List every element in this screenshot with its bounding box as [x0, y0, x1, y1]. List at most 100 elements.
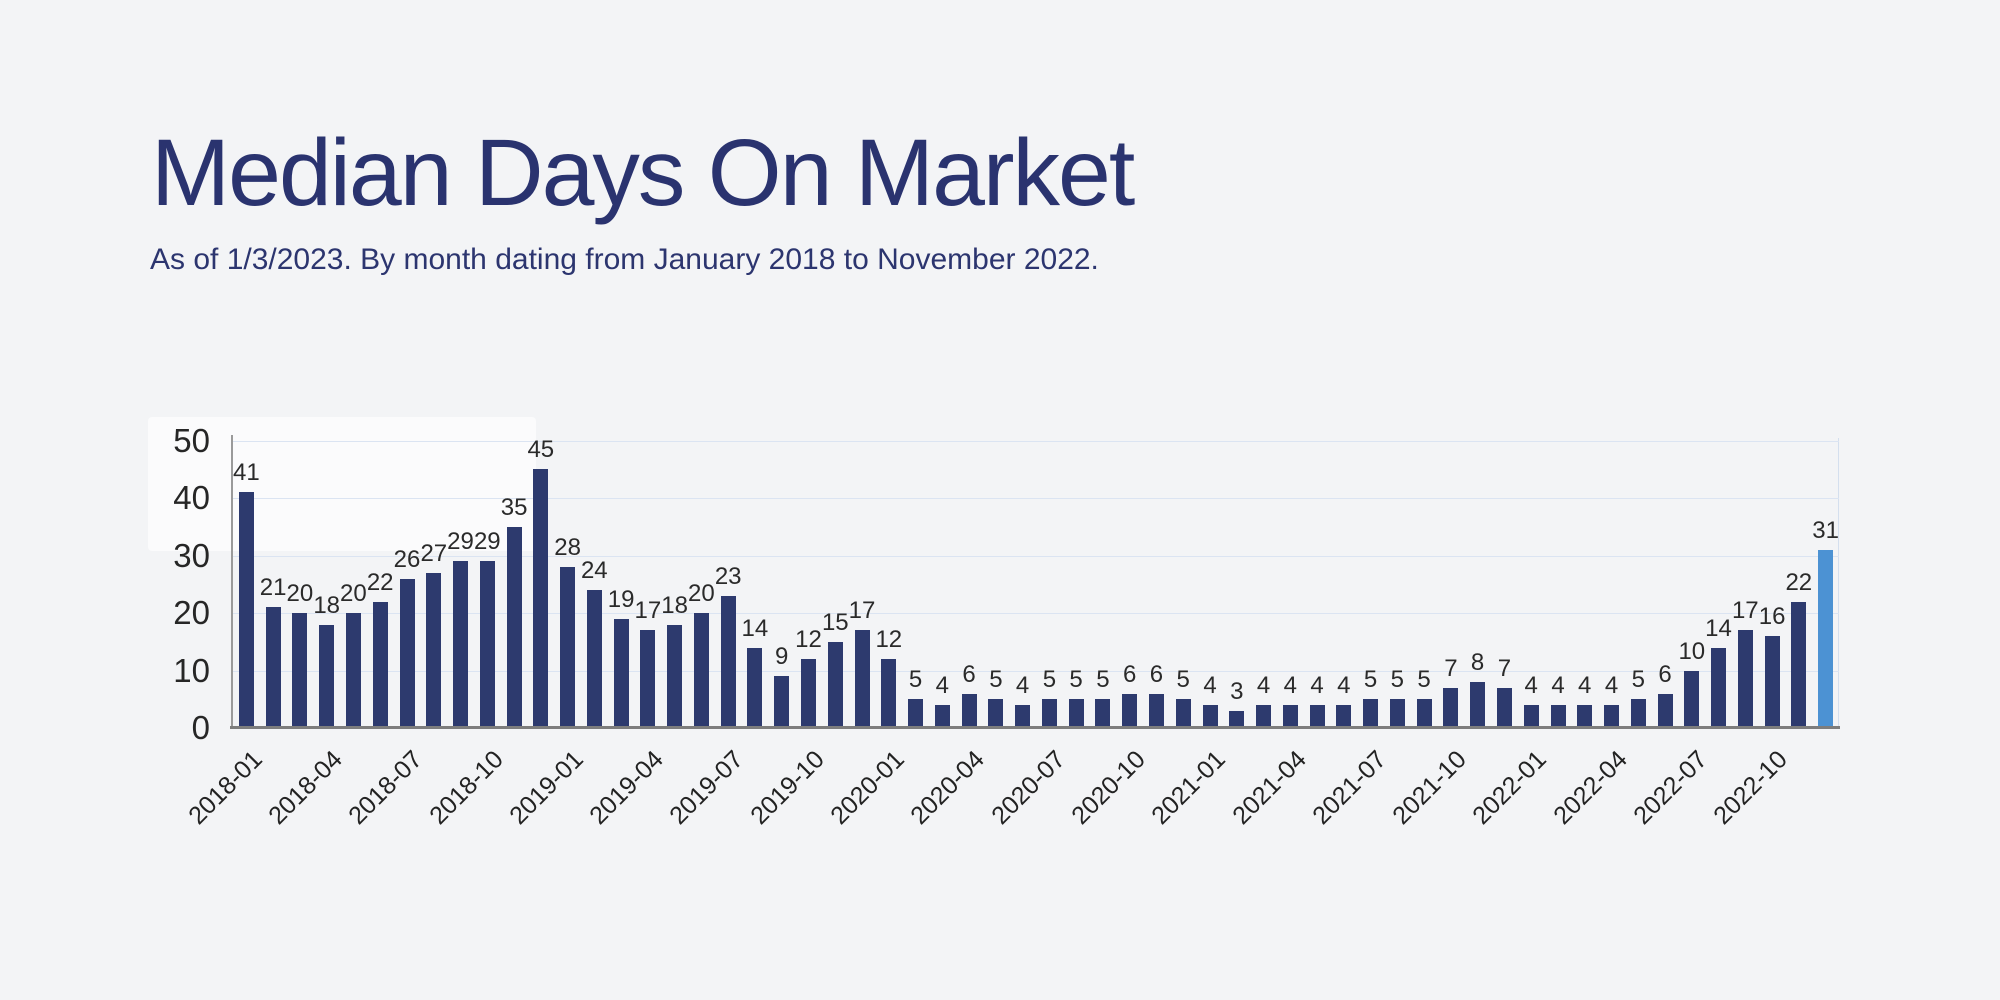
y-axis-line — [231, 435, 233, 728]
bar-value-label: 24 — [580, 557, 608, 584]
bar — [533, 469, 549, 728]
x-tick-label: 2020-01 — [825, 745, 910, 830]
bar-value-label: 5 — [1363, 666, 1378, 694]
bar — [640, 630, 656, 728]
plot-right-border — [1838, 438, 1839, 728]
x-tick-label: 2020-10 — [1066, 745, 1151, 830]
x-tick-label: 2020-04 — [905, 745, 991, 830]
bar-value-label: 4 — [1524, 672, 1538, 699]
bar-value-label: 6 — [962, 660, 976, 688]
bar-value-label: 27 — [420, 539, 448, 567]
bar-value-label: 31 — [1812, 516, 1839, 544]
bar-value-label: 16 — [1758, 603, 1786, 630]
bar-value-label: 4 — [935, 672, 949, 699]
chart-subtitle: As of 1/3/2023. By month dating from Jan… — [150, 243, 1099, 276]
bar-value-label: 15 — [821, 608, 849, 636]
bar-value-label: 6 — [1658, 660, 1672, 688]
y-tick-label: 20 — [173, 594, 210, 631]
bar — [934, 705, 950, 728]
bar — [1229, 710, 1245, 728]
x-tick-label: 2021-01 — [1146, 745, 1232, 830]
bar — [1068, 699, 1084, 728]
bar — [1577, 705, 1593, 728]
bar — [479, 561, 495, 728]
bar-value-label: 14 — [1705, 614, 1732, 642]
bar-value-label: 20 — [286, 580, 314, 607]
x-tick-label: 2021-10 — [1387, 745, 1472, 830]
bar — [1202, 705, 1218, 728]
bar-value-label: 22 — [1785, 568, 1813, 596]
x-tick-label: 2022-01 — [1467, 745, 1553, 830]
bar — [1416, 699, 1432, 728]
bar-value-label: 5 — [989, 666, 1003, 694]
bar-value-label: 5 — [908, 666, 923, 694]
bar — [667, 624, 683, 728]
bar-value-label: 5 — [1096, 666, 1110, 694]
bar-value-label: 6 — [1149, 660, 1164, 688]
bar-value-label: 23 — [714, 562, 742, 590]
bar-value-label: 4 — [1604, 672, 1619, 699]
bar — [1791, 601, 1807, 728]
bar — [854, 630, 870, 728]
bar — [613, 618, 629, 728]
bar-value-label: 19 — [607, 585, 635, 613]
bar — [426, 572, 442, 728]
bar — [1764, 636, 1780, 728]
bar — [319, 624, 335, 728]
x-tick-label: 2019-01 — [504, 745, 589, 830]
bar — [1523, 705, 1539, 728]
bar — [1282, 705, 1298, 728]
bar — [399, 578, 415, 728]
bar — [1122, 693, 1138, 728]
bar — [1604, 705, 1619, 728]
bar-value-label: 9 — [775, 643, 789, 671]
gridline — [233, 440, 1839, 442]
bar — [453, 561, 468, 728]
bar-value-label: 21 — [259, 574, 287, 602]
bar — [1363, 699, 1379, 728]
gridline — [233, 498, 1839, 499]
x-tick-label: 2022-07 — [1628, 745, 1713, 830]
x-tick-label: 2019-10 — [744, 745, 830, 830]
bar-value-label: 5 — [1176, 666, 1190, 694]
bar-value-label: 20 — [340, 580, 367, 607]
gridline — [233, 555, 1839, 557]
bar-value-label: 7 — [1444, 654, 1458, 682]
bar-value-label: 5 — [1390, 666, 1404, 694]
bar — [1041, 699, 1057, 728]
bar-value-label: 18 — [313, 591, 341, 619]
bar — [720, 595, 736, 728]
bar — [372, 601, 388, 728]
x-tick-label: 2021-04 — [1226, 745, 1312, 830]
bar-value-label: 12 — [875, 626, 903, 653]
bar-value-label: 17 — [634, 597, 662, 625]
bar-value-label: 29 — [473, 528, 501, 556]
bar-value-label: 28 — [554, 534, 581, 561]
bar-value-label: 12 — [795, 626, 822, 653]
bar-value-label: 45 — [527, 436, 555, 464]
bar — [908, 699, 923, 728]
bar — [345, 613, 361, 728]
bar — [560, 567, 576, 728]
bar — [238, 492, 254, 728]
bar — [586, 590, 602, 728]
bar — [1148, 693, 1164, 728]
bar — [1630, 699, 1646, 728]
bar-value-label: 5 — [1069, 666, 1083, 694]
bar-highlighted — [1818, 549, 1834, 728]
bar-value-label: 7 — [1497, 654, 1512, 682]
bar-value-label: 17 — [848, 597, 876, 625]
x-tick-label: 2018-01 — [182, 745, 268, 830]
y-tick-label: 40 — [173, 479, 210, 516]
bar-value-label: 29 — [447, 528, 474, 556]
bar — [1015, 705, 1031, 728]
bar — [265, 607, 281, 728]
bar-value-label: 4 — [1337, 672, 1351, 699]
x-tick-label: 2018-07 — [343, 745, 429, 830]
bar-value-label: 4 — [1015, 672, 1030, 699]
bar — [1711, 647, 1726, 728]
y-tick-label: 50 — [173, 421, 210, 459]
x-tick-label: 2022-10 — [1708, 745, 1794, 830]
